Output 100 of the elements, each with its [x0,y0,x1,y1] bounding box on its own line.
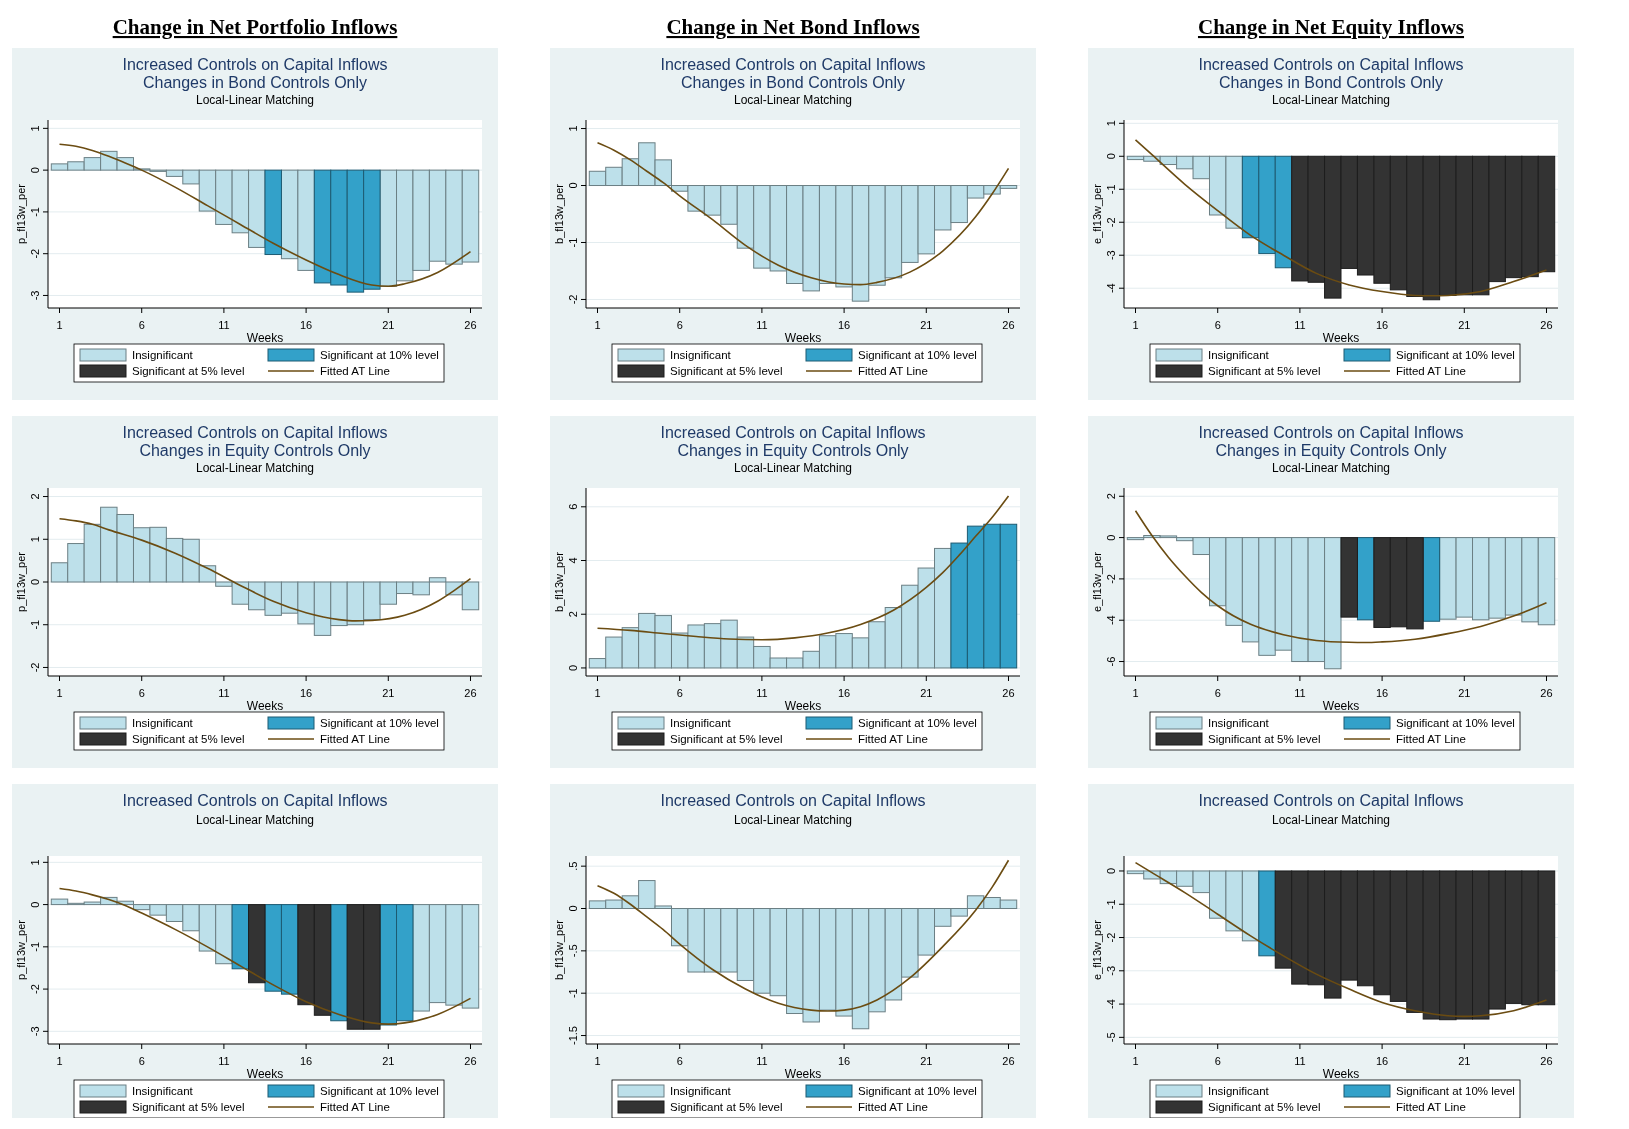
x-tick-label: 6 [1214,319,1221,331]
x-tick-label: 16 [299,1055,313,1067]
y-tick-label: -2 [29,248,41,259]
chart-subtitle: Changes in Equity Controls Only [1215,442,1447,459]
legend-label: Significant at 5% level [132,365,245,377]
x-tick-label: 6 [138,1055,145,1067]
x-tick-label: 21 [920,687,933,699]
x-tick-label: 1 [1132,687,1139,699]
x-tick-label: 16 [837,687,851,699]
chart-title: Increased Controls on Capital Inflows [1198,56,1464,73]
y-axis-title: e_fl13w_per [1091,183,1103,244]
legend-label: Fitted AT Line [1396,733,1466,745]
y-tick-label: 6 [567,503,579,510]
chart-subtitle: Changes in Bond Controls Only [680,74,906,91]
x-tick-label: 11 [218,319,230,331]
y-tick-label: 1 [29,859,41,866]
chart-subtitle: Changes in Equity Controls Only [677,442,909,459]
x-tick-label: 21 [1458,687,1471,699]
y-axis-title: b_fl13w_per [553,919,565,980]
text: Local-Linear Matching [195,461,315,475]
x-tick-label: 21 [1458,319,1471,331]
legend-label: Significant at 5% level [1208,1101,1321,1113]
x-tick-label: 6 [1214,1055,1221,1067]
y-tick-label: -1 [29,941,41,952]
y-tick-label: 0 [567,182,579,189]
x-tick-label: 6 [1214,687,1221,699]
x-tick-label: 1 [56,1055,63,1067]
x-tick-label: 6 [676,1055,683,1067]
x-tick-label: 16 [1375,319,1389,331]
line-series [596,495,1010,641]
x-axis-title: Weeks [784,1067,822,1081]
legend-label: Fitted AT Line [858,365,928,377]
y-tick-label: -1 [567,237,579,248]
y-tick-label: -.5 [567,944,579,958]
y-tick-label: -3 [29,1026,41,1037]
x-tick-label: 26 [1002,1055,1015,1067]
legend-label: Significant at 5% level [1208,365,1321,377]
text: Local-Linear Matching [1271,461,1391,475]
x-tick-label: 26 [1540,1055,1553,1067]
x-tick-label: 21 [1458,1055,1471,1067]
legend-label: Significant at 10% level [320,349,439,361]
y-tick-label: -5 [1105,1032,1117,1043]
y-tick-label: -4 [1105,999,1117,1009]
y-tick-label: -2 [29,662,41,673]
x-tick-label: 16 [837,319,851,331]
y-tick-label: 0 [1105,534,1117,541]
y-axis-title: p_fl13w_per [15,551,27,612]
y-tick-label: 2 [567,611,579,618]
x-tick-label: 16 [299,319,313,331]
y-axis-title: e_fl13w_per [1091,551,1103,612]
legend-label: Significant at 10% level [1396,717,1515,729]
x-tick-label: 6 [676,687,683,699]
y-tick-label: 1 [567,125,579,132]
x-axis-title: Weeks [1322,331,1360,345]
chart-subtitle: Changes in Bond Controls Only [1218,74,1444,91]
legend-label: Significant at 10% level [1396,1085,1515,1097]
x-tick-label: 1 [594,319,601,331]
x-tick-label: 16 [1375,1055,1389,1067]
legend-label: Significant at 10% level [320,717,439,729]
legend-label: Fitted AT Line [858,1101,928,1113]
x-tick-label: 1 [56,319,63,331]
chart-title: Increased Controls on Capital Inflows [122,56,388,73]
x-tick-label: 21 [920,319,933,331]
x-tick-label: 11 [1294,1055,1306,1067]
line-series [58,517,472,622]
y-axis-title: e_fl13w_per [1091,919,1103,980]
text: Change in Net Portfolio Inflows [112,15,398,39]
y-tick-label: -1 [1105,184,1117,195]
y-tick-label: -1 [567,988,579,999]
y-tick-label: 2 [29,493,41,500]
x-tick-label: 16 [837,1055,851,1067]
legend-label: Fitted AT Line [1396,365,1466,377]
legend-label: Fitted AT Line [320,365,390,377]
chart-title: Increased Controls on Capital Inflows [660,792,926,809]
legend-label: Insignificant [1208,717,1270,729]
legend-label: Insignificant [132,1085,194,1097]
legend-label: Significant at 10% level [858,717,977,729]
x-tick-label: 11 [218,1055,230,1067]
x-tick-label: 16 [1375,687,1389,699]
x-tick-label: 21 [382,319,395,331]
y-axis-title: b_fl13w_per [553,183,565,244]
text: Local-Linear Matching [1271,93,1391,107]
legend-label: Insignificant [1208,1085,1270,1097]
legend-label: Fitted AT Line [320,733,390,745]
x-tick-label: 11 [756,687,768,699]
text: Local-Linear Matching [733,813,853,827]
text: Local-Linear Matching [195,813,315,827]
y-tick-label: -2 [29,984,41,994]
x-tick-label: 1 [1132,1055,1139,1067]
x-tick-label: 26 [464,687,477,699]
line-series [1134,138,1548,297]
x-tick-label: 26 [1002,319,1015,331]
line-series [58,887,472,1025]
x-tick-label: 21 [382,1055,395,1067]
x-tick-label: 1 [1132,319,1139,331]
x-axis-title: Weeks [246,1067,284,1081]
chart-subtitle: Changes in Bond Controls Only [142,74,368,91]
y-tick-label: 0 [29,901,41,908]
bar [264,169,282,256]
legend-label: Significant at 5% level [132,1101,245,1113]
